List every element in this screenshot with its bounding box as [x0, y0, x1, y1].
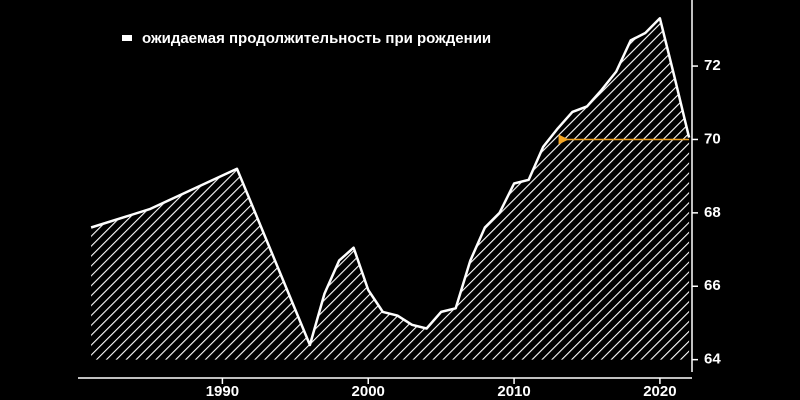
legend-label: ожидаемая продолжительность при рождении	[142, 30, 491, 47]
y-tick-label: 68	[704, 204, 721, 221]
x-tick-label: 2020	[643, 383, 676, 400]
y-tick-label: 66	[704, 277, 721, 294]
area	[91, 18, 690, 360]
line	[90, 17, 691, 347]
x-tick-label: 2000	[352, 383, 385, 400]
y-tick-label: 72	[704, 57, 721, 74]
y-tick-label: 70	[704, 130, 721, 147]
y-tick-label: 64	[704, 351, 721, 368]
x-tick-label: 2010	[497, 383, 530, 400]
legend-swatch	[122, 35, 132, 41]
x-tick-label: 1990	[206, 383, 239, 400]
